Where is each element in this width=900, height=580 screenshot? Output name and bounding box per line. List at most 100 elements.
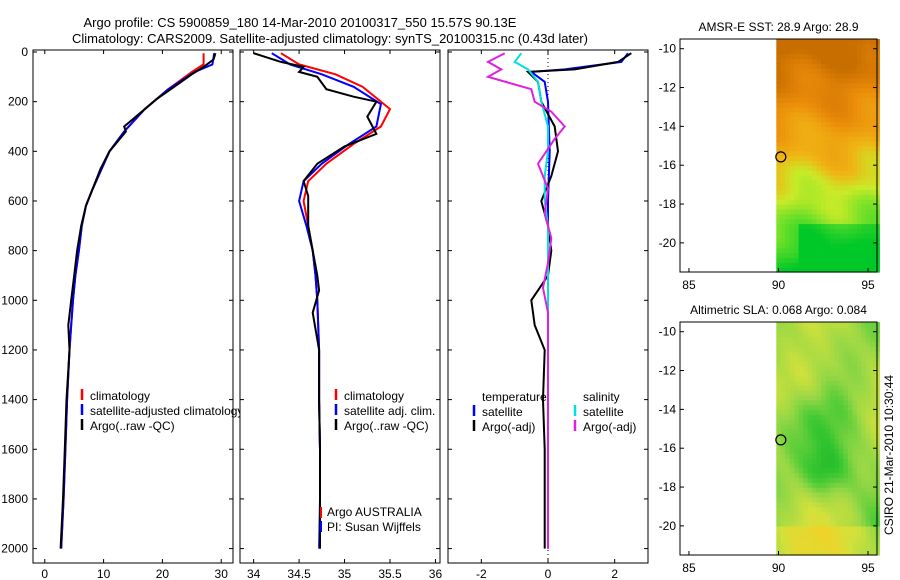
heatmap-cell	[812, 82, 818, 89]
heatmap-cell	[780, 140, 786, 147]
heatmap-cell	[816, 48, 822, 55]
heatmap-cell	[789, 53, 795, 60]
heatmap-cell	[825, 491, 831, 498]
heatmap-cell	[870, 409, 876, 415]
heatmap-cell	[856, 511, 862, 517]
heatmap-cell	[785, 160, 791, 166]
heatmap-cell	[812, 252, 818, 259]
heatmap-cell	[807, 160, 813, 166]
heatmap-cell	[870, 540, 876, 546]
heatmap-cell	[870, 140, 876, 147]
heatmap-cell	[798, 540, 804, 546]
heatmap-cell	[803, 126, 809, 132]
y-tick-label: -10	[659, 42, 677, 56]
heatmap-cell	[861, 267, 867, 273]
heatmap-cell	[843, 170, 849, 176]
heatmap-cell	[838, 213, 844, 220]
heatmap-cell	[847, 228, 853, 234]
heatmap-cell	[830, 496, 836, 503]
heatmap-cell	[812, 385, 818, 391]
heatmap-cell	[847, 97, 853, 103]
heatmap-cell	[843, 326, 849, 333]
heatmap-cell	[789, 252, 795, 259]
heatmap-cell	[834, 487, 840, 493]
heatmap-cell	[816, 453, 822, 459]
heatmap-cell	[847, 247, 853, 254]
heatmap-cell	[821, 179, 827, 186]
heatmap-cell	[803, 322, 809, 328]
heatmap-cell	[825, 385, 831, 391]
heatmap-cell	[780, 521, 786, 527]
heatmap-cell	[861, 73, 867, 79]
map-title: Altimetric SLA: 0.068 Argo: 0.084	[690, 303, 867, 317]
heatmap-cell	[794, 48, 800, 55]
heatmap-cell	[861, 257, 867, 263]
heatmap-cell	[870, 39, 876, 45]
heatmap-cell	[803, 48, 809, 55]
heatmap-cell	[838, 482, 844, 488]
heatmap-cell	[785, 322, 791, 328]
heatmap-cell	[838, 73, 844, 79]
heatmap-cell	[825, 73, 831, 79]
y-tick-label: 2000	[1, 542, 28, 556]
heatmap-cell	[825, 238, 831, 244]
heatmap-cell	[821, 331, 827, 338]
heatmap-cell	[776, 136, 782, 142]
heatmap-cell	[798, 322, 804, 328]
heatmap-cell	[847, 326, 853, 333]
heatmap-cell	[816, 242, 822, 249]
heatmap-cell	[843, 194, 849, 200]
heatmap-cell	[816, 356, 822, 362]
heatmap-cell	[794, 550, 800, 556]
heatmap-cell	[865, 472, 871, 478]
heatmap-cell	[870, 68, 876, 74]
heatmap-cell	[780, 257, 786, 263]
heatmap-cell	[843, 73, 849, 79]
heatmap-cell	[794, 150, 800, 157]
heatmap-cell	[856, 423, 862, 430]
heatmap-cell	[785, 174, 791, 181]
heatmap-cell	[785, 457, 791, 464]
heatmap-cell	[776, 165, 782, 171]
argo-location-marker	[775, 151, 787, 163]
heatmap-cell	[812, 145, 818, 152]
heatmap-cell	[798, 525, 804, 532]
heatmap-cell	[780, 540, 786, 546]
heatmap-cell	[803, 189, 809, 195]
heatmap-cell	[821, 516, 827, 522]
heatmap-cell	[789, 521, 795, 527]
heatmap-cell	[794, 322, 800, 328]
heatmap-cell	[852, 82, 858, 89]
heatmap-cell	[847, 145, 853, 152]
heatmap-cell	[838, 218, 844, 225]
heatmap-cell	[838, 331, 844, 338]
heatmap-cell	[821, 530, 827, 537]
heatmap-cell	[870, 213, 876, 220]
heatmap-cell	[865, 160, 871, 166]
heatmap-cell	[834, 535, 840, 542]
heatmap-cell	[807, 218, 813, 225]
heatmap-cell	[830, 390, 836, 396]
heatmap-cell	[843, 213, 849, 220]
heatmap-cell	[789, 184, 795, 191]
heatmap-cell	[794, 409, 800, 415]
heatmap-cell	[794, 242, 800, 249]
heatmap-cell	[821, 194, 827, 200]
heatmap-cell	[856, 194, 862, 200]
heatmap-cell	[821, 131, 827, 137]
heatmap-cell	[803, 341, 809, 347]
heatmap-cell	[821, 438, 827, 444]
heatmap-cell	[816, 472, 822, 478]
heatmap-cell	[785, 97, 791, 103]
heatmap-cell	[852, 184, 858, 191]
heatmap-cell	[780, 511, 786, 517]
heatmap-cell	[821, 467, 827, 474]
heatmap-cell	[776, 107, 782, 113]
heatmap-cell	[843, 521, 849, 527]
heatmap-cell	[803, 423, 809, 430]
heatmap-cell	[825, 462, 831, 469]
heatmap-cell	[834, 208, 840, 215]
heatmap-cell	[780, 530, 786, 537]
heatmap-cell	[812, 204, 818, 210]
heatmap-cell	[812, 92, 818, 98]
